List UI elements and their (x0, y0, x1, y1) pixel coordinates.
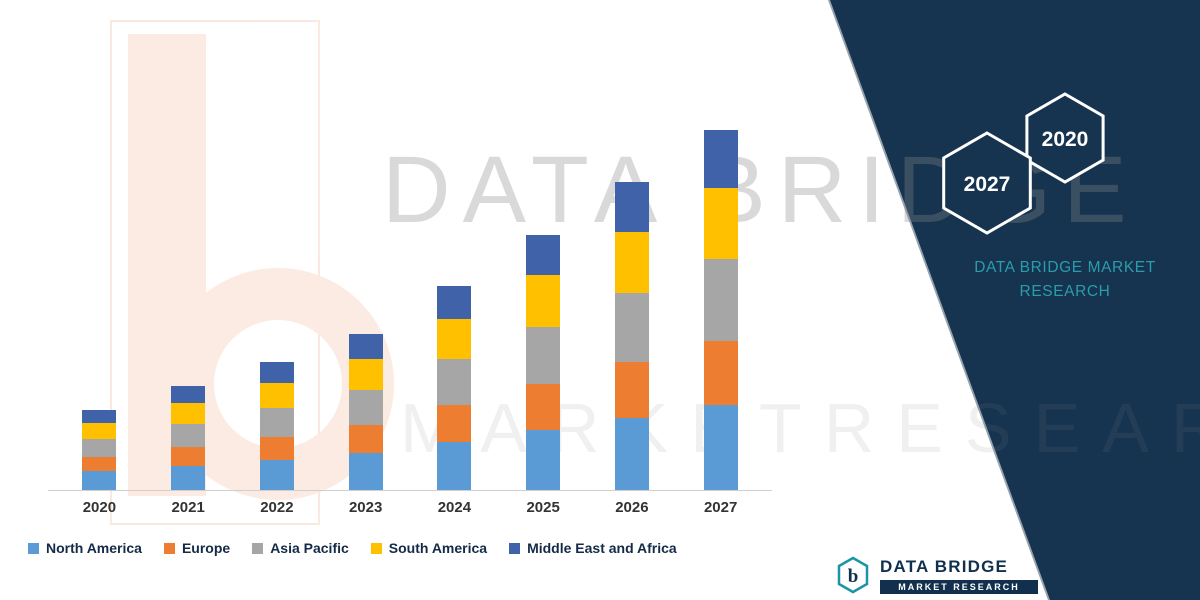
x-axis-tick-label: 2027 (703, 499, 738, 516)
bar-segment (703, 259, 738, 341)
bar-segment (171, 465, 206, 490)
hexagon-year-left-label: 2027 (964, 173, 1011, 196)
bar-segment (348, 334, 383, 359)
bar-segment (348, 390, 383, 426)
x-axis-line (48, 490, 772, 491)
bar-segment (526, 326, 561, 385)
bar-segment (259, 460, 294, 490)
brand-panel-title-line1: DATA BRIDGE MARKET (974, 259, 1156, 276)
bar-segment (259, 382, 294, 409)
x-axis-tick-label: 2025 (526, 499, 560, 516)
bar-segment (171, 446, 206, 466)
bar-segment (259, 436, 294, 461)
bar-segment (614, 231, 649, 294)
bar-segment (259, 362, 294, 383)
x-axis-tick-label: 2023 (348, 499, 383, 516)
legend-item: South America (370, 540, 488, 556)
bar-segment (437, 405, 472, 443)
bar-segment (437, 442, 472, 490)
legend-label: Asia Pacific (270, 540, 349, 556)
bar-segment (703, 130, 738, 188)
hexagon-2027 (942, 131, 1032, 235)
legend-swatch (252, 542, 264, 554)
footer-logo-hexagon-icon: b (837, 556, 869, 594)
bar-segment (82, 422, 117, 439)
hexagon-year-right-label: 2020 (1042, 128, 1089, 151)
bar-segment (348, 425, 383, 454)
bar-segment (526, 384, 561, 431)
bar-segment (614, 417, 649, 490)
x-axis-tick-label: 2022 (260, 499, 294, 516)
legend-swatch (509, 542, 521, 554)
bar-segment (526, 275, 561, 327)
bar-segment (171, 402, 206, 424)
bar-segment (703, 340, 738, 406)
bar-segment (437, 359, 472, 406)
legend-item: North America (28, 540, 142, 556)
legend-label: South America (388, 540, 488, 556)
footer-logo-name: DATA BRIDGE (880, 556, 1009, 576)
bar-segment (526, 234, 561, 276)
brand-panel-title-line2: RESEARCH (1019, 283, 1111, 301)
bar-segment (614, 293, 649, 363)
legend-item: Middle East and Africa (509, 540, 677, 556)
bar-segment (348, 453, 383, 490)
chart-legend: North America Europe Asia Pacific South Ame… (28, 540, 677, 556)
bar-segment (82, 438, 117, 457)
bar-segment (348, 358, 383, 391)
bar-segment (82, 410, 117, 423)
bar-segment (82, 456, 117, 472)
bar-segment (703, 405, 738, 490)
legend-swatch (28, 542, 39, 554)
x-axis-tick-label: 2026 (615, 499, 649, 516)
footer-logo-letter: b (848, 566, 859, 587)
bar-segment (82, 471, 117, 490)
legend-swatch (163, 542, 175, 554)
legend-label: Middle East and Africa (527, 540, 677, 556)
bar-segment (614, 362, 649, 418)
legend-label: North America (46, 540, 142, 556)
legend-swatch (370, 542, 382, 554)
bar-segment (703, 187, 738, 260)
hexagon-2020 (1025, 92, 1105, 184)
brand-panel-title: DATA BRIDGE MARKET RESEARCH (945, 256, 1185, 304)
x-axis-tick-label: 2024 (437, 499, 472, 516)
footer-logo-text-block: DATA BRIDGE MARKET RESEARCH (880, 557, 1038, 594)
bar-segment (437, 318, 472, 360)
x-axis-tick-label: 2020 (82, 499, 117, 516)
bar-segment (171, 423, 206, 447)
bar-segment (437, 286, 472, 319)
footer-logo-subtext: MARKET RESEARCH (880, 579, 1038, 594)
x-axis-tick-label: 2021 (171, 499, 205, 516)
legend-item: Europe (163, 540, 231, 556)
bar-segment (259, 408, 294, 437)
bar-segment (171, 386, 206, 403)
legend-item: Asia Pacific (252, 540, 349, 556)
footer-logo: b DATA BRIDGE MARKET RESEARCH (836, 556, 1038, 594)
hexagon-years-graphic: 2020 2027 (942, 92, 1105, 235)
bar-segment (526, 430, 561, 490)
legend-label: Europe (181, 540, 231, 556)
bar-segment (614, 182, 649, 232)
